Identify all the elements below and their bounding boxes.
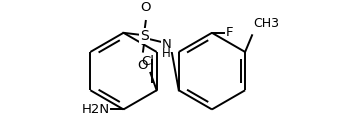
Text: N: N <box>162 38 172 51</box>
Text: H: H <box>162 47 171 59</box>
Text: Cl: Cl <box>141 55 154 68</box>
Text: S: S <box>140 29 149 43</box>
Text: F: F <box>226 26 233 39</box>
Text: CH3: CH3 <box>253 17 280 30</box>
Text: O: O <box>140 1 151 14</box>
Text: H2N: H2N <box>81 103 109 116</box>
Text: O: O <box>138 59 148 72</box>
